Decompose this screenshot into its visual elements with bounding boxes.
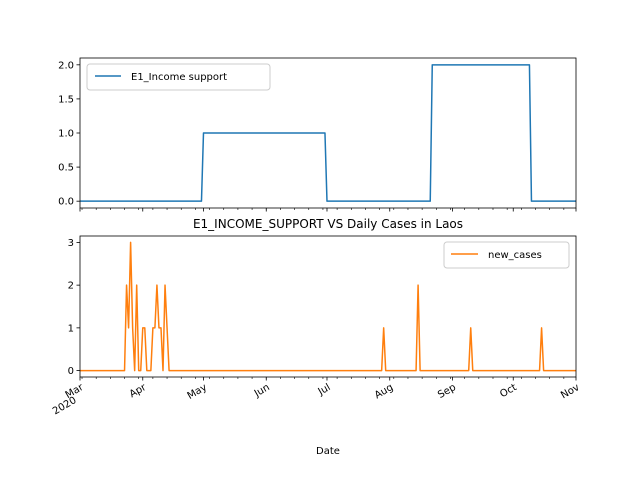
top-legend-label: E1_Income support [131,72,227,83]
top-y-tick-label: 2.0 [58,60,74,71]
bottom-y-tick-label: 1 [68,323,74,334]
bottom-y-tick-label: 2 [68,281,74,292]
top-y-tick-label: 0.5 [58,163,74,174]
top-axes-frame [79,57,577,209]
top-y-tick-label: 1.0 [58,129,74,140]
top-series-line-e1-income-support [80,64,576,202]
bottom-axes-series [80,241,576,372]
bottom-legend: new_cases [443,241,570,269]
top-axes: 0.0 0.5 1.0 1.5 2.0 E1_Income support [58,57,577,212]
top-y-tick-label: 1.5 [58,94,74,105]
x-axis-label: Date [316,446,340,457]
top-axes-series [80,64,576,202]
bottom-legend-label: new_cases [488,250,542,261]
top-legend-box [86,63,271,91]
bottom-y-tick-label: 3 [68,238,74,249]
top-legend: E1_Income support [86,63,271,91]
bottom-legend-box [443,241,570,269]
top-y-tick-label: 0.0 [58,197,74,208]
bottom-series-line-new-cases [80,241,576,372]
chart-title: E1_INCOME_SUPPORT VS Daily Cases in Laos [193,217,463,231]
bottom-axes-frame [79,235,577,378]
bottom-y-tick-label: 0 [68,366,74,377]
